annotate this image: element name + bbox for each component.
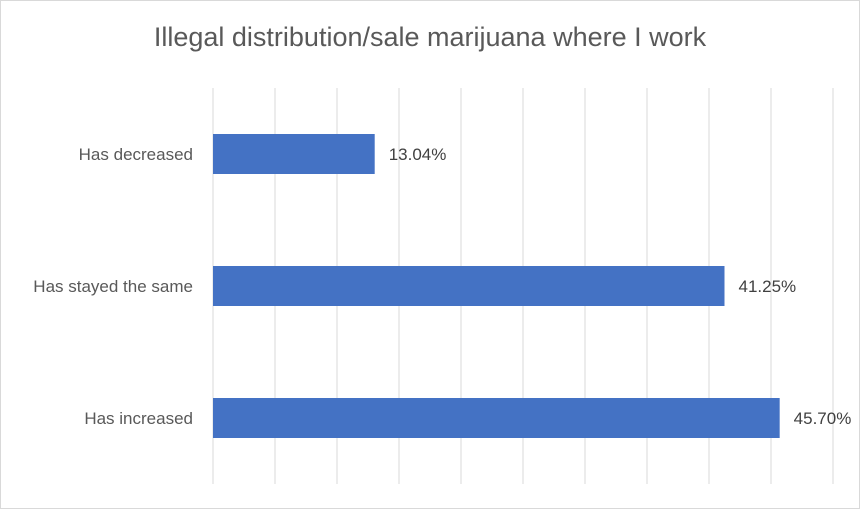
- category-label: Has increased: [84, 409, 193, 428]
- bar: [213, 134, 375, 174]
- labels: Has decreased 13.04% Has stayed the same 41…: [33, 145, 851, 428]
- bar: [213, 266, 725, 306]
- data-label: 45.70%: [794, 409, 852, 428]
- category-label: Has stayed the same: [33, 277, 193, 296]
- bar: [213, 398, 780, 438]
- chart-title: Illegal distribution/sale marijuana wher…: [153, 22, 707, 52]
- data-label: 13.04%: [389, 145, 447, 164]
- data-label: 41.25%: [739, 277, 797, 296]
- category-label: Has decreased: [79, 145, 193, 164]
- bars: [213, 134, 780, 438]
